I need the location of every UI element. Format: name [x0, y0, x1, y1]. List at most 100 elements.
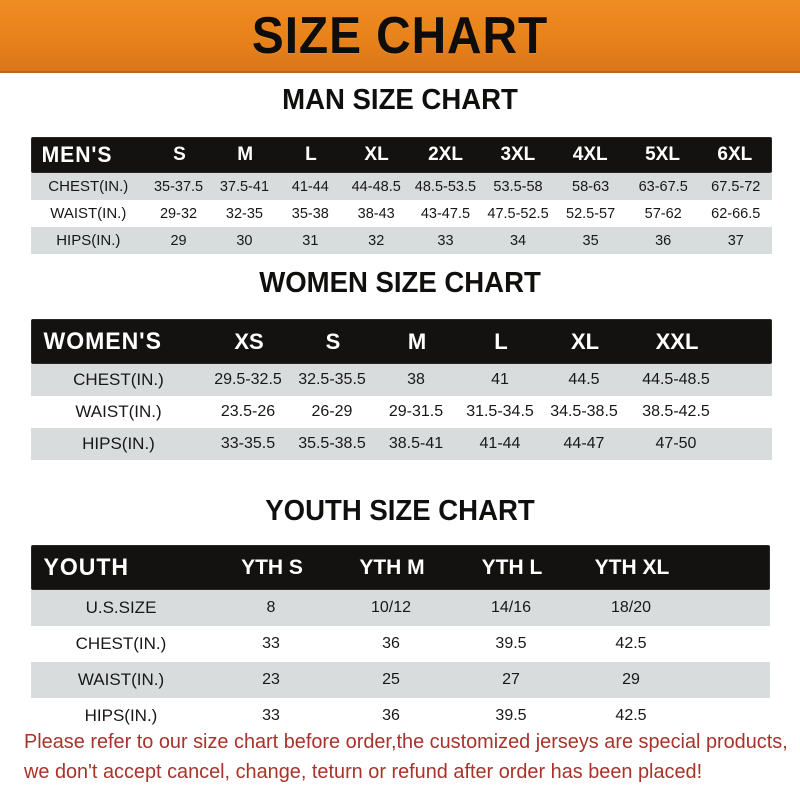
banner-title: SIZE CHART: [251, 6, 549, 65]
cell-waist-m: 32-35: [225, 205, 263, 222]
cell-hips-m: 38.5-41: [388, 435, 444, 452]
cell-chest-l: 41-44: [291, 178, 329, 195]
cell-us-size-yth-s: 8: [266, 599, 276, 616]
cell-chest-4xl: 58-63: [572, 178, 610, 195]
column-header-xl: XL: [364, 144, 389, 165]
size-chart-banner: SIZE CHART: [0, 0, 800, 73]
header-label-mens: MEN'S: [41, 142, 113, 167]
cell-chest-s: 35-37.5: [153, 178, 204, 195]
cell-chest-yth-s: 33: [262, 635, 280, 652]
man-size-chart-table: MEN'S S M L XL 2XL 3XL 4XL 5XL 6XL CHEST…: [31, 137, 772, 254]
table-header-row: WOMEN'S XS S M L XL XXL: [31, 319, 772, 364]
column-header-xxl: XXL: [655, 328, 699, 354]
column-header-m: M: [237, 144, 254, 165]
cell-chest-yth-m: 36: [382, 635, 400, 652]
youth-size-chart-table: YOUTH YTH S YTH M YTH L YTH XL U.S.SIZE …: [31, 545, 770, 734]
column-header-4xl: 4XL: [572, 144, 608, 165]
table-row: HIPS(IN.) 29 30 31 32 33 34 35 36 37: [31, 227, 772, 254]
row-label-hips: HIPS(IN.): [56, 232, 121, 249]
table-header-row: MEN'S S M L XL 2XL 3XL 4XL 5XL 6XL: [31, 137, 772, 173]
cell-waist-s: 26-29: [311, 403, 353, 420]
column-header-l: L: [305, 144, 317, 165]
cell-waist-xxl: 38.5-42.5: [642, 403, 710, 420]
column-header-yth-xl: YTH XL: [594, 555, 670, 579]
cell-hips-m: 30: [236, 232, 253, 249]
table-row: CHEST(IN.) 35-37.5 37.5-41 41-44 44-48.5…: [31, 173, 772, 200]
cell-waist-yth-xl: 29: [622, 671, 640, 688]
cell-waist-xl: 38-43: [357, 205, 395, 222]
table-row: WAIST(IN.) 29-32 32-35 35-38 38-43 43-47…: [31, 200, 772, 227]
cell-hips-3xl: 34: [509, 232, 527, 249]
table-row: WAIST(IN.) 23.5-26 26-29 29-31.5 31.5-34…: [31, 396, 772, 428]
column-header-yth-l: YTH L: [481, 555, 543, 579]
cell-chest-5xl: 63-67.5: [638, 178, 688, 195]
cell-chest-xxl: 44.5-48.5: [642, 371, 710, 388]
column-header-yth-s: YTH S: [241, 555, 303, 579]
cell-hips-yth-xl: 42.5: [615, 707, 647, 724]
order-policy-disclaimer: Please refer to our size chart before or…: [24, 727, 788, 787]
cell-waist-l: 35-38: [291, 205, 329, 222]
column-header-6xl: 6XL: [717, 144, 753, 165]
table-row: CHEST(IN.) 33 36 39.5 42.5: [31, 626, 770, 662]
column-header-5xl: 5XL: [645, 144, 680, 165]
cell-hips-xs: 33-35.5: [220, 435, 276, 452]
cell-waist-6xl: 62-66.5: [711, 205, 761, 222]
cell-waist-xl: 34.5-38.5: [550, 403, 618, 420]
row-label-us-size: U.S.SIZE: [85, 598, 157, 617]
cell-hips-yth-s: 33: [262, 707, 280, 724]
man-size-chart-title: MAN SIZE CHART: [282, 84, 518, 116]
row-label-waist: WAIST(IN.): [77, 670, 165, 689]
cell-chest-m: 38: [407, 371, 425, 388]
cell-waist-m: 29-31.5: [388, 403, 444, 420]
cell-chest-yth-xl: 42.5: [615, 635, 647, 652]
table-row: HIPS(IN.) 33-35.5 35.5-38.5 38.5-41 41-4…: [31, 428, 772, 460]
youth-size-chart-title: YOUTH SIZE CHART: [265, 495, 535, 527]
table-row: U.S.SIZE 8 10/12 14/16 18/20: [31, 590, 770, 626]
cell-chest-3xl: 53.5-58: [493, 178, 543, 195]
cell-hips-xl: 44-47: [563, 435, 605, 452]
column-header-s: S: [325, 328, 341, 354]
row-label-chest: CHEST(IN.): [48, 178, 129, 195]
column-header-s: S: [173, 144, 186, 165]
cell-chest-xs: 29.5-32.5: [214, 371, 282, 388]
cell-waist-2xl: 43-47.5: [420, 205, 471, 222]
row-label-hips: HIPS(IN.): [82, 434, 155, 453]
cell-chest-m: 37.5-41: [219, 178, 270, 195]
cell-chest-xl: 44-48.5: [351, 178, 401, 195]
row-label-waist: WAIST(IN.): [75, 402, 162, 421]
cell-hips-2xl: 33: [437, 232, 454, 249]
cell-waist-yth-s: 23: [262, 671, 280, 688]
column-header-2xl: 2XL: [428, 144, 463, 165]
cell-hips-yth-l: 39.5: [495, 707, 527, 724]
cell-hips-s: 35.5-38.5: [298, 435, 366, 452]
cell-hips-6xl: 37: [727, 232, 744, 249]
cell-hips-xxl: 47-50: [655, 435, 697, 452]
cell-chest-2xl: 48.5-53.5: [414, 178, 477, 195]
cell-chest-l: 41: [491, 371, 509, 388]
cell-waist-4xl: 52.5-57: [566, 205, 616, 222]
column-header-yth-m: YTH M: [359, 555, 425, 579]
women-size-chart-title: WOMEN SIZE CHART: [259, 267, 541, 299]
cell-us-size-yth-l: 14/16: [490, 599, 532, 616]
cell-chest-6xl: 67.5-72: [711, 178, 761, 195]
cell-hips-s: 29: [170, 232, 187, 249]
cell-hips-yth-m: 36: [382, 707, 400, 724]
table-header-row: YOUTH YTH S YTH M YTH L YTH XL: [31, 545, 770, 590]
cell-waist-yth-l: 27: [502, 671, 520, 688]
cell-hips-xl: 32: [368, 232, 385, 249]
cell-waist-5xl: 57-62: [644, 205, 682, 222]
women-size-chart-table: WOMEN'S XS S M L XL XXL CHEST(IN.) 29.5-…: [31, 319, 772, 460]
cell-chest-xl: 44.5: [568, 371, 600, 388]
cell-hips-4xl: 35: [582, 232, 599, 249]
cell-hips-l: 31: [302, 232, 319, 249]
cell-us-size-yth-m: 10/12: [370, 599, 412, 616]
column-header-l: L: [494, 328, 508, 354]
row-label-chest: CHEST(IN.): [75, 634, 167, 653]
column-header-m: M: [407, 328, 427, 354]
row-label-chest: CHEST(IN.): [73, 370, 164, 389]
column-header-xl: XL: [570, 328, 600, 354]
disclaimer-line-1: Please refer to our size chart before or…: [24, 730, 788, 753]
cell-waist-yth-m: 25: [382, 671, 400, 688]
cell-chest-s: 32.5-35.5: [298, 371, 366, 388]
cell-chest-yth-l: 39.5: [495, 635, 527, 652]
